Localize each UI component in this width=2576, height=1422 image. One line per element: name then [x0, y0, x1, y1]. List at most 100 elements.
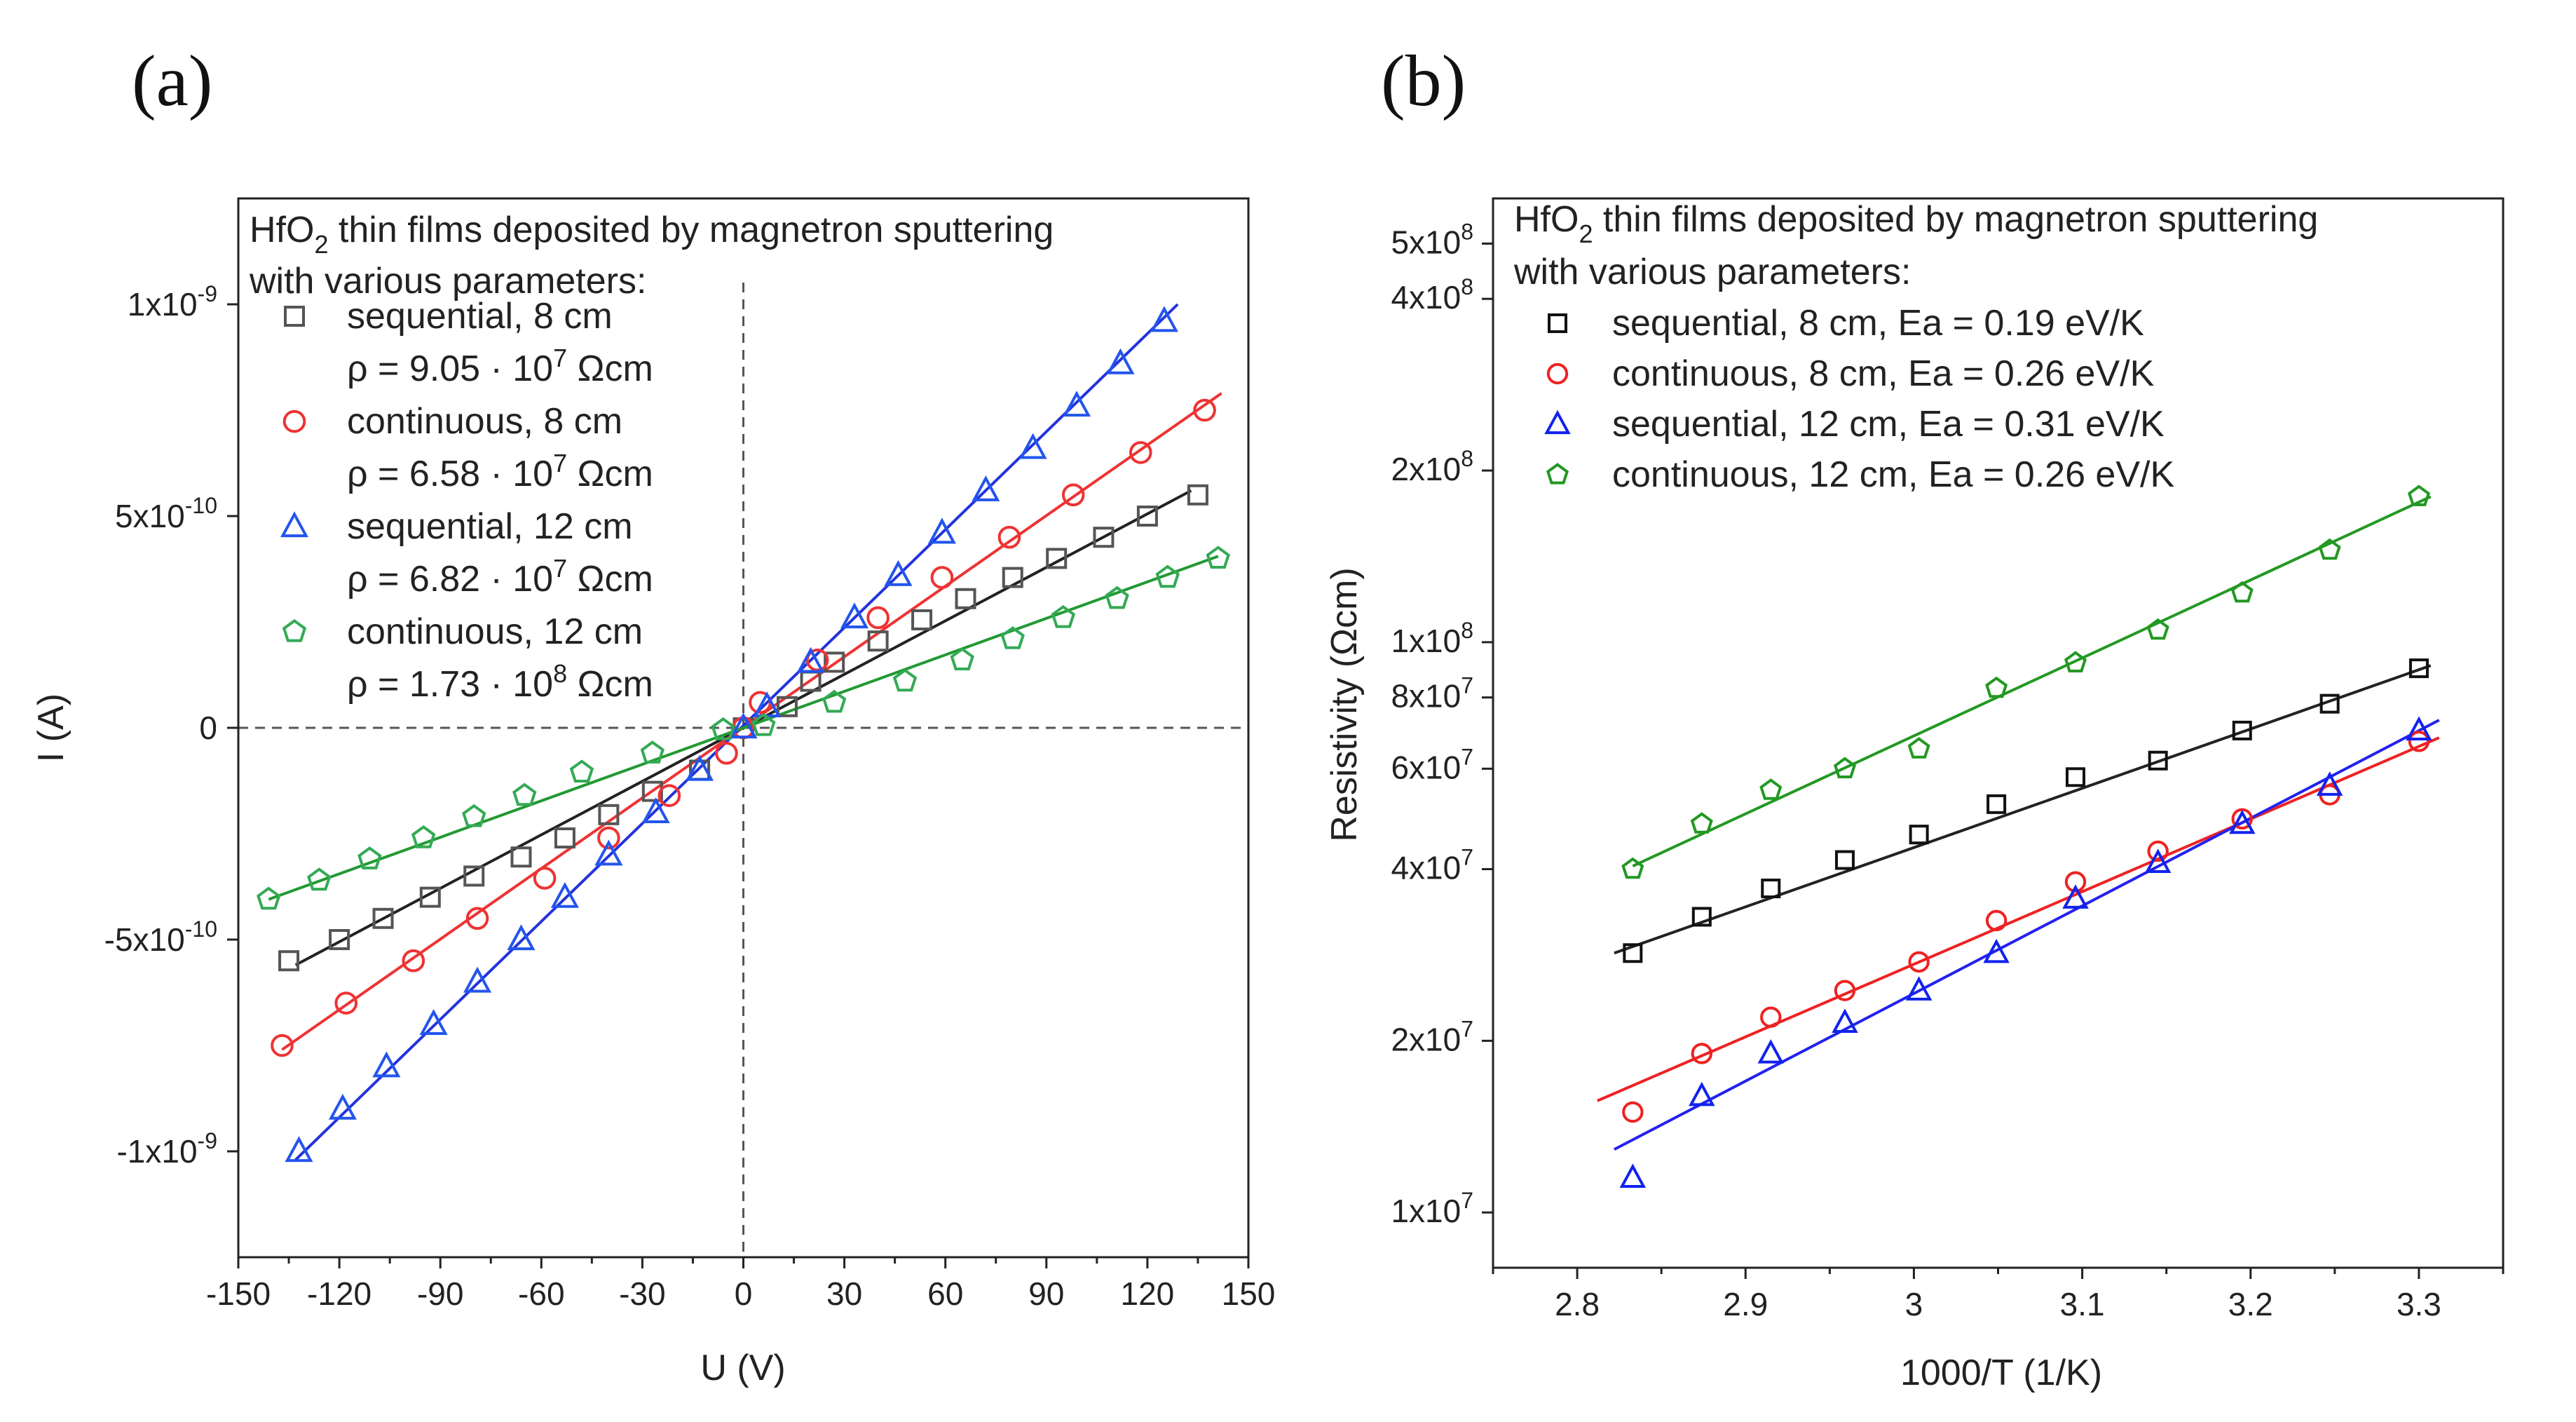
panel-a-fit-line-3: [268, 555, 1219, 901]
panel-b-x-tick-label: 3.3: [2397, 1286, 2441, 1322]
panel-b-fit-line-1: [1597, 736, 2440, 1102]
panel-b-point: [1759, 778, 1783, 800]
panel-b-point: [2231, 808, 2253, 830]
panel-a-point: [641, 797, 670, 823]
panel-a-point: [462, 804, 486, 827]
panel-a-x-tick-label: 30: [826, 1275, 862, 1312]
panel-b-point: [2232, 720, 2252, 740]
panel-a-legend-title-line1: HfO2 thin films deposited by magnetron s…: [250, 210, 1054, 259]
panel-a-point: [329, 929, 350, 950]
panel-b-legend-marker: [1546, 463, 1569, 485]
panel-b-point: [1986, 794, 2007, 814]
panel-a-point: [1000, 626, 1025, 649]
panel-a-legend-label: continuous, 8 cm: [347, 401, 622, 442]
panel-a-x-tick-label: 90: [1028, 1275, 1064, 1312]
panel-a-point: [715, 741, 738, 765]
panel-a-x-axis: -150 -120 -90 -60 -30 0 30 60 90 120 150: [206, 1257, 1275, 1312]
panel-a-point: [419, 886, 441, 908]
panel-b-point: [1983, 938, 2010, 963]
panel-b-legend-label: continuous, 12 cm, Ea = 0.26 eV/K: [1612, 454, 2174, 495]
panel-a-point: [1206, 546, 1230, 569]
panel-b-point: [2146, 618, 2169, 640]
panel-a-point: [686, 754, 714, 781]
panel-a-point: [822, 689, 847, 713]
panel-a-point: [402, 949, 425, 973]
panel-b-point: [2408, 658, 2429, 679]
panel-b-point: [2064, 651, 2087, 672]
panel-a-point: [554, 827, 575, 849]
panel-a-point: [1061, 483, 1085, 507]
panel-a-point: [1018, 433, 1047, 459]
panel-b-y-tick-label: 8x107: [1391, 673, 1473, 715]
panel-b-legend-label: sequential, 12 cm, Ea = 0.31 eV/K: [1612, 404, 2165, 445]
panel-b-point: [1621, 857, 1644, 879]
panel-b-point: [2408, 731, 2430, 752]
panel-b-point: [1691, 1043, 1713, 1064]
panel-b-point: [1761, 879, 1781, 899]
panel-a-point: [1051, 604, 1076, 628]
panel-b-point: [1985, 909, 2008, 932]
panel-a-legend-label: sequential, 8 cm: [347, 296, 613, 337]
panel-b-point: [2065, 767, 2085, 787]
panel-a-point: [1187, 484, 1208, 506]
panel-b-y-tick-label: 5x108: [1391, 219, 1473, 260]
panel-a-point: [334, 991, 358, 1015]
panel-a-point: [257, 886, 281, 910]
panel-a-legend-resistivity: ρ = 6.82 · 107 Ωcm: [347, 554, 653, 600]
panel-a-point: [550, 881, 579, 908]
panel-b-series-2: [1619, 716, 2432, 1188]
panel-a-point: [1002, 567, 1023, 588]
panel-b-legend-title-line1: HfO2 thin films deposited by magnetron s…: [1514, 199, 2318, 248]
panel-b-point: [2228, 809, 2256, 834]
panel-b-point: [1833, 757, 1856, 778]
panel-b-fit-line-0: [1614, 664, 2432, 955]
panel-a-fit-line-2: [294, 303, 1179, 1161]
panel-a-label: (a): [132, 41, 212, 121]
panel-a-point: [285, 1136, 313, 1163]
panel-a-point: [419, 1009, 448, 1035]
panel-a-point: [776, 696, 798, 717]
panel-a-point: [640, 740, 665, 764]
panel-b-y-tick-label: 2x107: [1391, 1016, 1473, 1057]
panel-b-y-axis-title: Resistivity (Ωcm): [1324, 567, 1365, 841]
panel-b-fit-line-2: [1613, 719, 2440, 1151]
panel-b-point: [1905, 976, 1933, 1001]
panel-a-point: [271, 1034, 294, 1057]
panel-a-point: [911, 609, 933, 630]
panel-b-point: [2144, 848, 2172, 873]
panel-b-y-axis: 5x108 4x108 2x108 1x108 8x107 6x107 4x107 2x107…: [1391, 219, 1493, 1229]
panel-b-x-axis-title: 1000/T (1/K): [1900, 1353, 2102, 1393]
panel-a-point: [1106, 348, 1135, 374]
panel-b-x-tick-label: 2.9: [1723, 1286, 1768, 1322]
panel-b-legend-label: sequential, 8 cm, Ea = 0.19 eV/K: [1612, 303, 2144, 344]
panel-a-point: [927, 517, 956, 544]
panel-b-fit-lines: [1597, 495, 2440, 1151]
panel-b-y-tick-label: 1x108: [1391, 618, 1473, 659]
panel-a-point: [997, 525, 1021, 549]
panel-b-point: [1760, 1006, 1782, 1028]
panel-a-point: [597, 826, 620, 850]
panel-b-x-tick-label: 3.1: [2060, 1286, 2105, 1322]
panel-a-point: [824, 651, 845, 673]
panel-a-point: [328, 1093, 357, 1120]
panel-a-point: [866, 606, 890, 630]
panel-a-x-tick-label: 0: [735, 1275, 753, 1312]
panel-b-point: [1832, 1008, 1858, 1033]
panel-b-legend-marker: [1548, 313, 1567, 333]
panel-a-x-tick-label: -90: [417, 1275, 463, 1312]
panel-a-point: [930, 566, 954, 589]
panel-a-point: [507, 924, 536, 951]
panel-a-x-tick-label: 120: [1121, 1275, 1175, 1312]
panel-a-point: [884, 560, 913, 586]
panel-b-y-tick-label: 2x108: [1391, 446, 1473, 487]
panel-a-point: [512, 783, 537, 806]
panel-a-point: [1150, 306, 1178, 332]
panel-a-y-axis: 1x10-9 5x10-10 0 -5x10-10 -1x10-9: [104, 281, 238, 1170]
panel-a-point: [465, 907, 489, 930]
panel-b-point: [2148, 750, 2168, 771]
panel-b-legend-label: continuous, 8 cm, Ea = 0.26 eV/K: [1612, 353, 2155, 394]
panel-b-point: [2407, 485, 2430, 506]
panel-a-x-axis-title: U (V): [700, 1348, 785, 1388]
panel-a-legend-marker: [280, 511, 309, 538]
